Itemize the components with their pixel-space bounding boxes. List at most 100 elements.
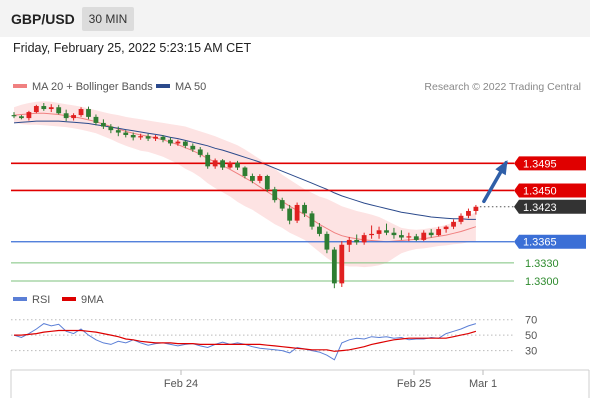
candle (361, 232, 367, 245)
rsi-legend-label: RSI (32, 294, 50, 306)
level-label-box (514, 183, 586, 198)
candle-body (182, 141, 188, 146)
candle (41, 103, 47, 111)
candle (413, 233, 419, 242)
candle (466, 208, 471, 219)
candle (33, 104, 39, 114)
candle-body (473, 206, 479, 211)
candle (153, 134, 158, 142)
candle-body (33, 106, 39, 113)
candle-body (101, 122, 106, 127)
candlesticks (11, 103, 479, 289)
candle (26, 110, 32, 121)
symbol-label: GBP/USD (11, 11, 75, 27)
arrow-head (495, 160, 508, 176)
candle-body (443, 226, 449, 230)
candle-body (11, 115, 17, 117)
candle (331, 247, 337, 289)
chart-datetime: Friday, February 25, 2022 5:23:15 AM CET (13, 41, 252, 55)
candle (190, 143, 196, 152)
level-label-box (514, 199, 586, 214)
candle-body (257, 176, 263, 181)
ma50-legend-label: MA 50 (175, 81, 206, 93)
candle (309, 210, 315, 230)
candle-body (235, 162, 240, 168)
ma20-legend-label: MA 20 + Bollinger Bands (32, 81, 153, 93)
interval-button[interactable]: 30 MIN (82, 7, 134, 31)
level-lines (11, 162, 514, 282)
candle (279, 197, 285, 211)
candle-body (302, 204, 307, 214)
rsi-legend-swatch (13, 297, 27, 301)
candle (160, 134, 166, 143)
level-label-1.3423: 1.3423 (514, 199, 586, 214)
candle-body (56, 107, 62, 114)
candle-body (168, 139, 173, 144)
level-label-1.3495: 1.3495 (514, 156, 586, 171)
candle (428, 229, 434, 238)
candle (138, 133, 144, 140)
bollinger-band-area (14, 101, 476, 268)
candle (205, 152, 211, 169)
level-label-1.3450: 1.3450 (514, 183, 586, 198)
candle-body (130, 134, 136, 138)
rsi-ma-legend-label: 9MA (81, 294, 104, 306)
candle-body (26, 112, 32, 119)
candle (168, 137, 173, 146)
level-label-box (514, 234, 586, 249)
candle-body (384, 230, 389, 233)
candle-body (63, 113, 69, 119)
candle-body (421, 232, 427, 240)
candle-body (123, 132, 129, 135)
candle-body (160, 136, 166, 140)
candle (384, 223, 389, 236)
candle-body (466, 210, 471, 216)
candle-body (78, 109, 84, 116)
x-tick-label: Mar 1 (469, 378, 497, 390)
candle-body (391, 232, 397, 236)
candle (220, 159, 225, 170)
level-label-text: 1.3330 (525, 258, 559, 270)
rsi-ma-legend-swatch (62, 297, 76, 301)
candle (93, 114, 99, 126)
candle-body (346, 239, 352, 245)
x-ticks: Feb 24 Feb 25 Mar 1 (164, 370, 497, 390)
candle (458, 213, 464, 225)
candle-body (264, 176, 270, 190)
ma50-legend-swatch (156, 84, 170, 88)
candle (272, 186, 278, 203)
candle-body (406, 236, 412, 238)
candle (63, 109, 69, 122)
x-tick-label: Feb 25 (397, 378, 431, 390)
candle (235, 160, 240, 170)
candle-body (19, 116, 24, 119)
candle (376, 226, 382, 239)
candle (145, 133, 151, 142)
candle (399, 230, 404, 240)
rsi-tick-label: 30 (525, 346, 537, 358)
ma50-line (13, 120, 476, 220)
candle-body (138, 136, 144, 138)
candle (369, 225, 374, 239)
candle-body (369, 233, 374, 236)
candle (406, 232, 412, 242)
candle-body (458, 215, 464, 222)
candle (212, 158, 218, 169)
candle-body (287, 208, 293, 221)
candle-body (153, 136, 158, 139)
x-tick-label: Feb 24 (164, 378, 198, 390)
level-label-text: 1.3495 (523, 158, 557, 170)
candle-body (197, 149, 203, 155)
candle-body (376, 230, 382, 234)
candle-body (272, 189, 278, 201)
candle-body (212, 160, 218, 167)
candle-body (339, 244, 345, 284)
rsi-ma-line (14, 329, 477, 352)
candle (78, 107, 84, 117)
candle (250, 173, 255, 184)
candle-body (436, 229, 442, 236)
candle (56, 104, 62, 115)
candle (175, 139, 181, 146)
candle (115, 126, 121, 137)
candle (302, 202, 307, 218)
